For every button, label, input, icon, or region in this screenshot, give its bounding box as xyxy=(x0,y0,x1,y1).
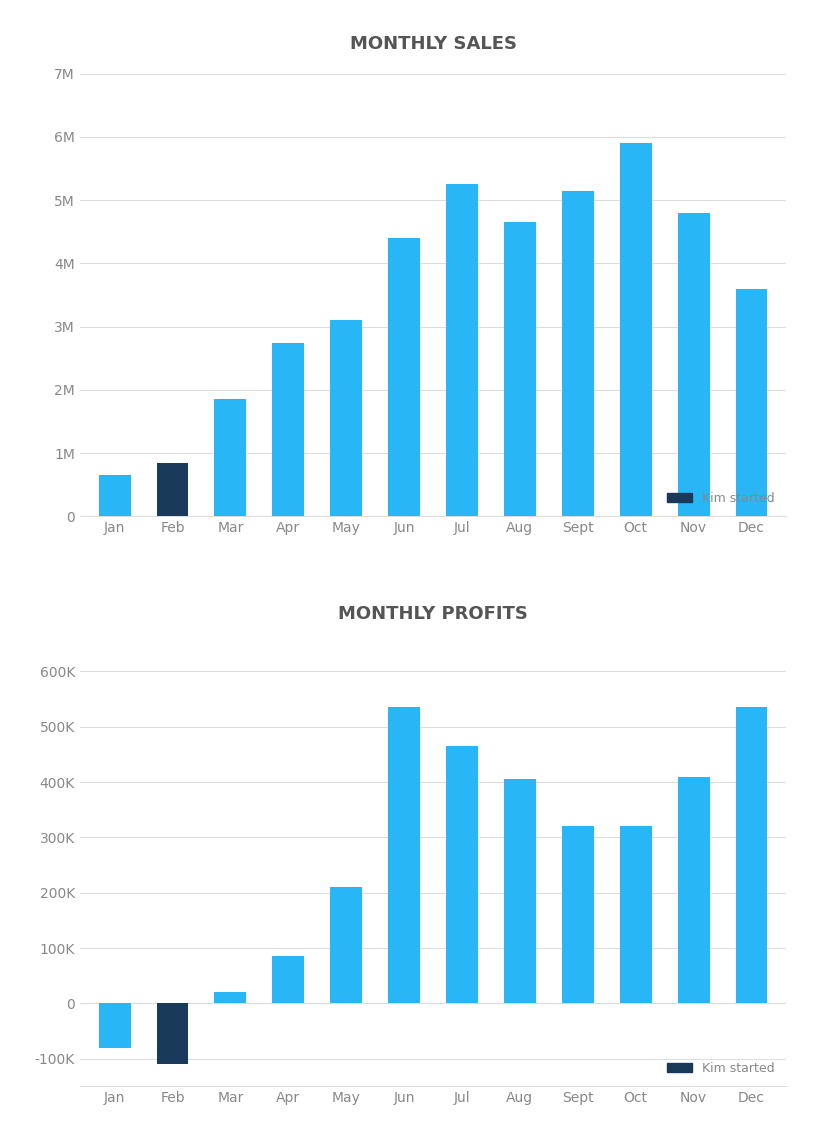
Bar xyxy=(504,780,536,1003)
Bar xyxy=(273,342,305,516)
Bar xyxy=(330,887,362,1003)
Bar xyxy=(273,956,305,1003)
Bar xyxy=(214,399,246,516)
Bar xyxy=(99,1003,131,1048)
Bar xyxy=(388,238,420,516)
Bar xyxy=(562,826,594,1003)
Bar xyxy=(388,707,420,1003)
Bar xyxy=(214,992,246,1003)
Bar xyxy=(736,707,768,1003)
Bar xyxy=(562,190,594,516)
Bar xyxy=(620,826,652,1003)
Bar xyxy=(446,185,478,516)
Bar xyxy=(330,320,362,516)
Bar xyxy=(99,475,131,516)
Bar xyxy=(157,463,188,516)
Bar xyxy=(677,776,709,1003)
Bar xyxy=(677,213,709,516)
Legend: Kim started: Kim started xyxy=(663,487,780,511)
Bar xyxy=(446,746,478,1003)
Title: MONTHLY SALES: MONTHLY SALES xyxy=(350,34,516,52)
Title: MONTHLY PROFITS: MONTHLY PROFITS xyxy=(338,604,528,622)
Legend: Kim started: Kim started xyxy=(663,1057,780,1081)
Bar xyxy=(620,144,652,516)
Bar xyxy=(157,1003,188,1065)
Bar xyxy=(504,222,536,516)
Bar xyxy=(736,288,768,516)
